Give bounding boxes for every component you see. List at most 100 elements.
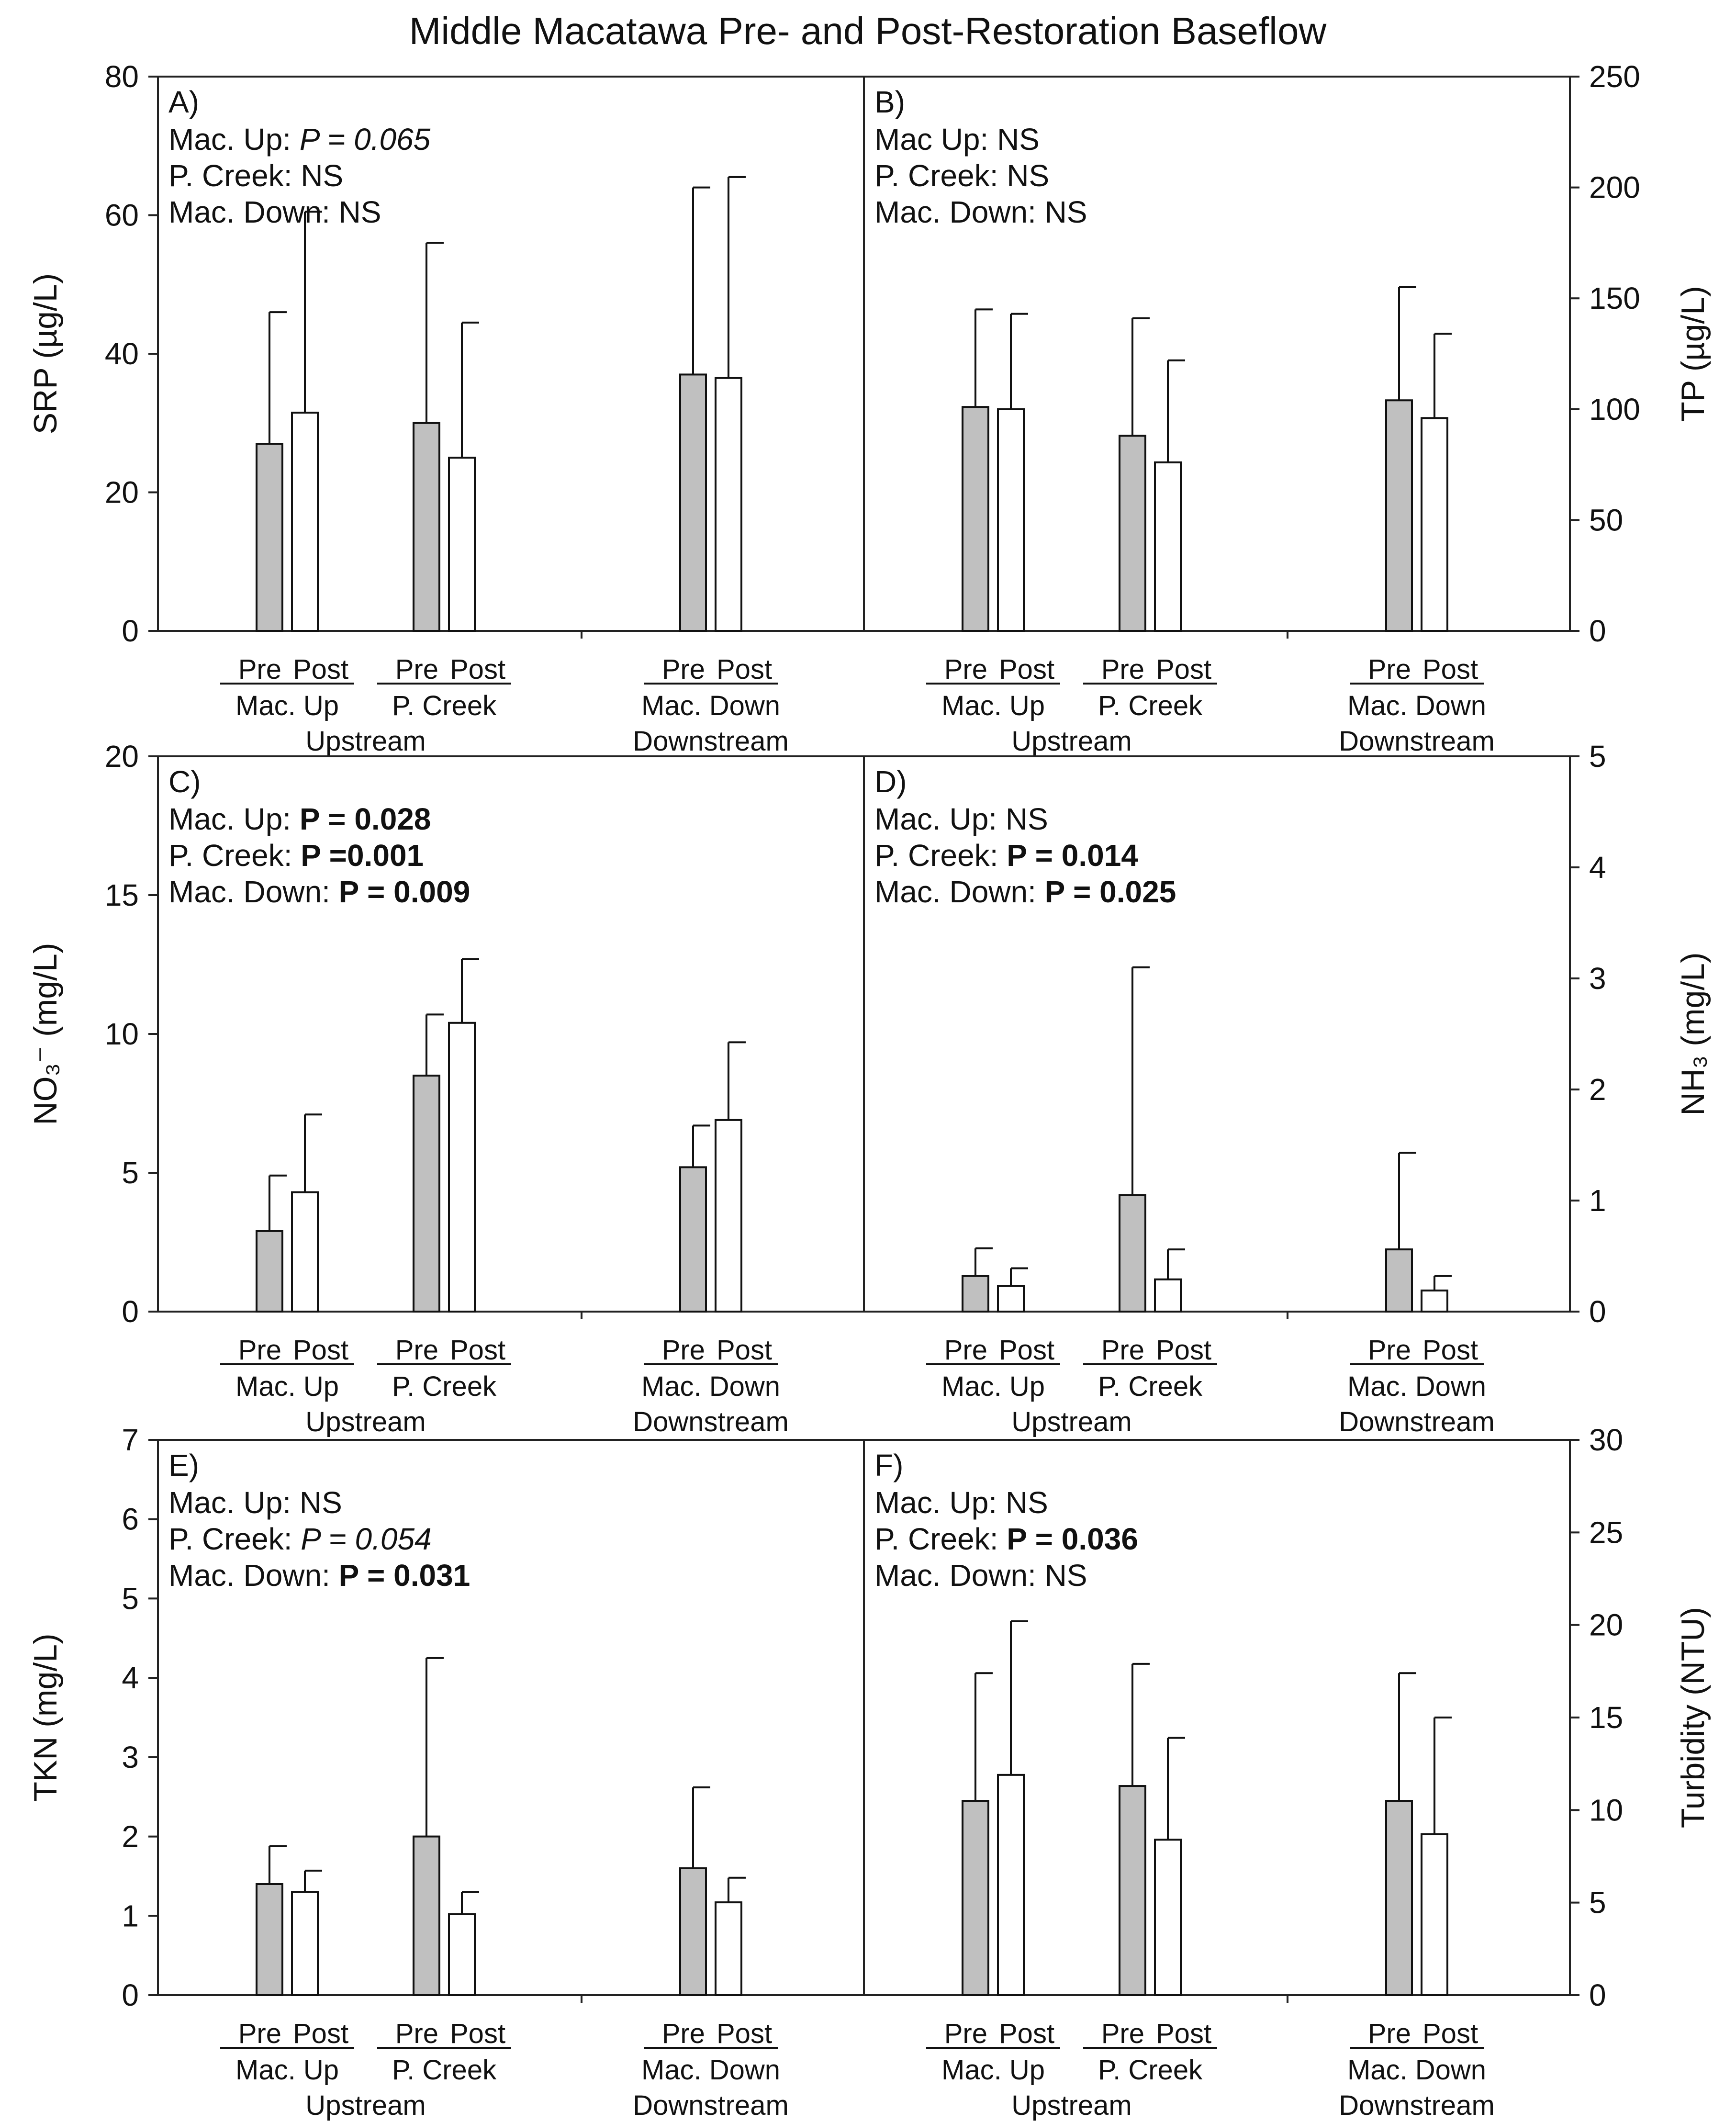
panel-letter: B) xyxy=(874,85,905,119)
stat-site-label: P. Creek: xyxy=(168,838,301,873)
bar-post-1 xyxy=(997,1285,1025,1313)
x-label-pre: Pre xyxy=(238,654,281,685)
bar-pre-1 xyxy=(962,1800,989,1996)
y-tick-label: 5 xyxy=(1589,739,1606,774)
bar-pre-3 xyxy=(1385,1800,1413,1996)
stat-site-label: Mac. Up: xyxy=(168,122,300,157)
x-label-pre: Pre xyxy=(944,2018,987,2049)
x-label-pre: Pre xyxy=(1101,1335,1144,1366)
x-label-post: Post xyxy=(999,1335,1054,1366)
x-label-post: Post xyxy=(450,654,505,685)
bar-pre-1 xyxy=(256,1883,283,1996)
stat-line: Mac. Up: NS xyxy=(874,802,1048,836)
bar-pre-3 xyxy=(679,1867,707,1997)
x-label-site: P. Creek xyxy=(1098,1371,1203,1402)
y-tick-label: 5 xyxy=(122,1581,139,1616)
x-label-post: Post xyxy=(717,654,772,685)
y-tick-label: 0 xyxy=(122,614,139,648)
y-axis-label: SRP (µg/L) xyxy=(27,273,64,434)
x-label-post: Post xyxy=(1156,1335,1211,1366)
y-tick-label: 100 xyxy=(1589,392,1640,427)
x-label-pre: Pre xyxy=(662,1335,705,1366)
x-label-post: Post xyxy=(999,654,1054,685)
x-label-pre: Pre xyxy=(662,654,705,685)
bar-post-2 xyxy=(448,1022,476,1313)
stat-value: NS xyxy=(1007,158,1049,193)
y-axis-label: NO₃⁻ (mg/L) xyxy=(27,943,64,1125)
y-tick-label: 250 xyxy=(1589,59,1640,94)
y-tick-label: 30 xyxy=(1589,1423,1623,1457)
stat-line: Mac. Down: NS xyxy=(168,195,381,229)
y-tick-label: 4 xyxy=(122,1661,139,1695)
stat-line: Mac Up: NS xyxy=(874,122,1040,157)
stat-line: Mac. Down: NS xyxy=(874,195,1087,229)
stat-line: Mac. Down: P = 0.025 xyxy=(874,875,1176,909)
x-label-region-downstream: Downstream xyxy=(1339,2090,1495,2121)
x-label-site: P. Creek xyxy=(392,690,497,721)
x-label-post: Post xyxy=(293,654,348,685)
bar-pre-3 xyxy=(679,373,707,632)
stat-value: P = 0.036 xyxy=(1007,1522,1138,1556)
y-tick-label: 5 xyxy=(1589,1886,1606,1920)
x-label-site: Mac. Up xyxy=(235,690,339,721)
x-label-region-downstream: Downstream xyxy=(633,2090,789,2121)
stat-value: P = 0.028 xyxy=(300,802,431,836)
bar-pre-2 xyxy=(1119,1785,1146,1996)
x-label-pre: Pre xyxy=(395,2018,438,2049)
y-tick-label: 1 xyxy=(122,1898,139,1933)
stat-site-label: P. Creek: xyxy=(168,1522,301,1556)
y-tick-label: 0 xyxy=(122,1294,139,1329)
x-label-region-downstream: Downstream xyxy=(1339,726,1495,757)
x-label-post: Post xyxy=(1156,2018,1211,2049)
bar-post-1 xyxy=(291,1191,319,1313)
stat-value: P = 0.065 xyxy=(300,122,431,157)
stat-line: Mac. Up: NS xyxy=(168,1485,342,1520)
stat-value: NS xyxy=(301,158,343,193)
x-label-pre: Pre xyxy=(238,1335,281,1366)
x-label-pre: Pre xyxy=(662,2018,705,2049)
stat-value: P = 0.009 xyxy=(339,875,470,909)
y-tick-label: 20 xyxy=(105,475,139,510)
y-tick-label: 5 xyxy=(122,1156,139,1190)
stat-site-label: P. Creek: xyxy=(874,838,1007,873)
x-label-site: Mac. Down xyxy=(641,2055,780,2086)
stat-site-label: Mac. Down: xyxy=(168,875,339,909)
x-label-region-upstream: Upstream xyxy=(305,726,426,757)
stat-site-label: P. Creek: xyxy=(874,1522,1007,1556)
stat-value: P = 0.031 xyxy=(339,1558,470,1593)
y-tick-label: 0 xyxy=(1589,1294,1606,1329)
y-axis-label: NH₃ (mg/L) xyxy=(1675,952,1711,1115)
panel-letter: A) xyxy=(168,85,199,119)
bar-pre-1 xyxy=(256,443,283,632)
bar-post-3 xyxy=(715,377,742,632)
bar-pre-3 xyxy=(679,1166,707,1313)
bar-post-1 xyxy=(997,1774,1025,1997)
stat-line: Mac. Up: NS xyxy=(874,1485,1048,1520)
stat-value: NS xyxy=(1045,195,1087,229)
bar-post-1 xyxy=(997,408,1025,632)
x-label-pre: Pre xyxy=(1101,654,1144,685)
stat-site-label: Mac Up: xyxy=(874,122,997,157)
x-label-post: Post xyxy=(293,1335,348,1366)
x-label-post: Post xyxy=(450,2018,505,2049)
y-axis-label: TKN (mg/L) xyxy=(27,1633,64,1801)
x-label-site: Mac. Down xyxy=(641,690,780,721)
stat-value: P =0.001 xyxy=(301,838,424,873)
y-axis-label: Turbidity (NTU) xyxy=(1675,1607,1711,1828)
bar-pre-2 xyxy=(413,1835,440,1997)
bar-pre-3 xyxy=(1385,1248,1413,1313)
x-label-post: Post xyxy=(1422,1335,1478,1366)
x-label-site: Mac. Up xyxy=(941,2055,1045,2086)
panel-d: 0 1 2 3 4 5 NH₃ (mg/L) D)Mac. Up: NSP. Creek: P… xyxy=(863,739,1711,1437)
stat-line: P. Creek: P = 0.036 xyxy=(874,1522,1138,1556)
bar-post-3 xyxy=(1421,417,1448,632)
x-label-site: P. Creek xyxy=(392,2055,497,2086)
bar-post-2 xyxy=(1154,1839,1182,1996)
panel-letter: F) xyxy=(874,1448,903,1482)
x-label-site: P. Creek xyxy=(1098,2055,1203,2086)
stat-site-label: Mac. Up: xyxy=(168,1485,300,1520)
panel-e: 0 1 2 3 4 5 6 7 TKN (mg/L) E)Mac. Up: NSP. Creek:… xyxy=(27,1423,865,2121)
y-tick-label: 200 xyxy=(1589,170,1640,205)
